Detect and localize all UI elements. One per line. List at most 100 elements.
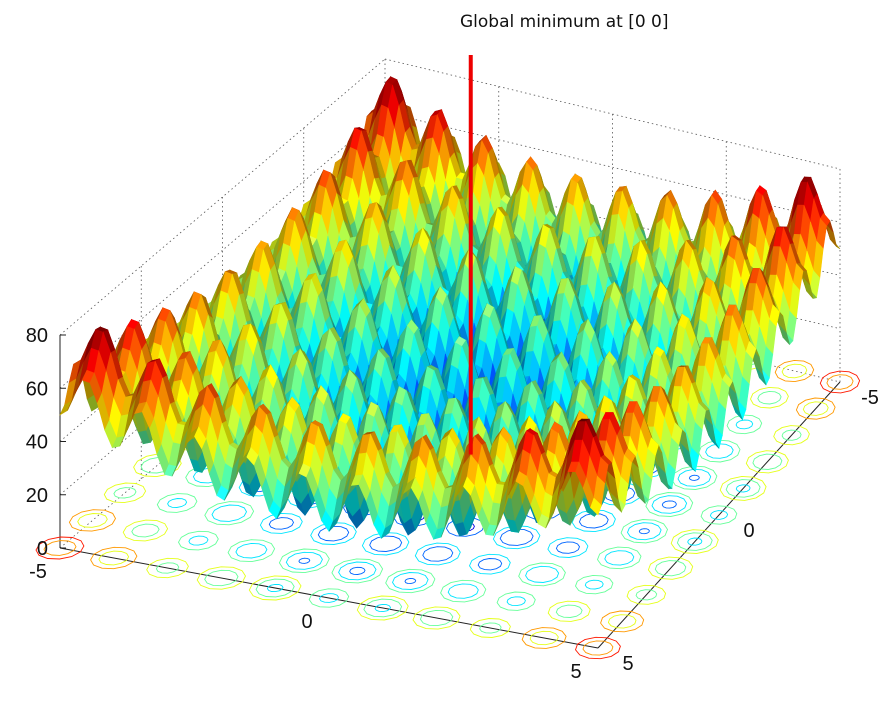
- contour-line: [318, 593, 340, 603]
- contour-line: [469, 618, 511, 638]
- contour-line: [412, 606, 461, 630]
- contour-line: [574, 636, 621, 660]
- contour-line: [555, 541, 581, 554]
- x-axis-line: [59, 547, 599, 649]
- contour-line: [391, 572, 429, 590]
- grid-line: [384, 111, 841, 223]
- contour-line: [600, 610, 645, 633]
- contour-line: [43, 540, 77, 556]
- contour-line: [361, 532, 410, 556]
- contour-line: [735, 419, 754, 430]
- contour-line: [103, 482, 147, 504]
- contour-line: [298, 557, 311, 564]
- contour-line: [677, 468, 712, 487]
- contour-line: [259, 512, 303, 534]
- contour-line: [781, 429, 802, 441]
- contour-line: [700, 505, 738, 525]
- contour-line: [167, 498, 188, 508]
- contour-line: [574, 574, 614, 595]
- contour-line: [492, 525, 541, 550]
- contour-line: [647, 556, 694, 580]
- contour-line: [308, 588, 350, 608]
- contour-line: [227, 539, 276, 563]
- contour-line: [98, 550, 130, 566]
- contour-line: [248, 575, 302, 601]
- contour-line: [735, 484, 751, 493]
- contour-line: [414, 542, 461, 566]
- surface-mesh: [59, 76, 841, 540]
- contour-line: [419, 609, 454, 627]
- contour-line: [131, 523, 160, 538]
- contour-line: [774, 359, 815, 383]
- contour-line: [626, 522, 662, 541]
- contour-line: [68, 509, 117, 532]
- contour-line: [802, 401, 829, 416]
- contour-line: [156, 493, 198, 513]
- contour-line: [310, 522, 357, 545]
- contour-line: [122, 519, 169, 542]
- contour-line: [635, 589, 658, 601]
- contour-line: [661, 500, 677, 509]
- contour-line: [547, 600, 591, 622]
- contour-line: [705, 443, 734, 459]
- contour-line: [826, 374, 854, 390]
- contour-line: [654, 560, 687, 577]
- contour-line: [638, 528, 650, 535]
- contour-line: [518, 562, 566, 587]
- contour-line: [745, 450, 789, 474]
- contour-line: [725, 479, 761, 498]
- contour-line: [477, 558, 503, 571]
- contour-line: [525, 565, 560, 583]
- contour-line: [440, 579, 487, 603]
- contour-line: [496, 591, 536, 611]
- contour-line: [422, 546, 454, 562]
- contour-line: [90, 546, 138, 570]
- contour-line: [626, 584, 667, 605]
- contour-line: [719, 475, 767, 501]
- contour-line: [547, 537, 589, 558]
- contour-line: [369, 535, 403, 552]
- contour-line: [757, 390, 782, 405]
- contour-line: [555, 604, 583, 618]
- contour-line: [687, 537, 703, 546]
- contour-line: [688, 474, 700, 481]
- contour-line: [285, 551, 323, 570]
- contour-line: [204, 569, 239, 587]
- contour-line: [204, 501, 255, 526]
- contour-line: [188, 535, 209, 546]
- contour-line: [819, 370, 861, 394]
- contour-line: [698, 439, 741, 463]
- contour-line: [211, 504, 248, 522]
- contour-line: [795, 397, 836, 420]
- contour-line: [278, 548, 330, 574]
- contour-line: [356, 595, 409, 621]
- contour-line: [499, 528, 534, 546]
- contour-line: [349, 566, 366, 575]
- contour-line: [235, 542, 268, 559]
- contour-line: [255, 578, 295, 598]
- contour-line: [620, 519, 669, 544]
- contour-line: [331, 558, 384, 584]
- contour-line: [578, 513, 609, 529]
- contour-line: [726, 414, 763, 435]
- contour-line: [268, 517, 295, 530]
- contour-line: [317, 525, 350, 542]
- contour-line: [604, 550, 635, 566]
- contour-line: [709, 510, 729, 520]
- contour-line: [363, 598, 403, 618]
- contour-line: [35, 536, 85, 560]
- contour-line: [479, 622, 502, 634]
- contour-line: [607, 614, 637, 629]
- contour-line: [385, 568, 436, 594]
- contour-line: [596, 546, 642, 570]
- contour-line: [676, 532, 713, 551]
- contour-line: [177, 530, 219, 551]
- contour-line: [781, 363, 808, 379]
- contour-line: [506, 596, 526, 607]
- contour-line: [651, 495, 688, 514]
- contour-line: [374, 603, 392, 613]
- contour-line: [404, 577, 417, 585]
- contour-line: [155, 562, 180, 574]
- contour-line: [529, 630, 559, 646]
